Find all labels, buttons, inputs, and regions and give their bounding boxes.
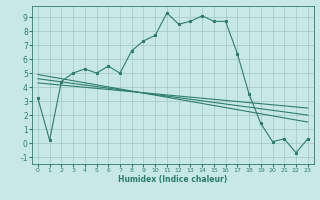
X-axis label: Humidex (Indice chaleur): Humidex (Indice chaleur) bbox=[118, 175, 228, 184]
